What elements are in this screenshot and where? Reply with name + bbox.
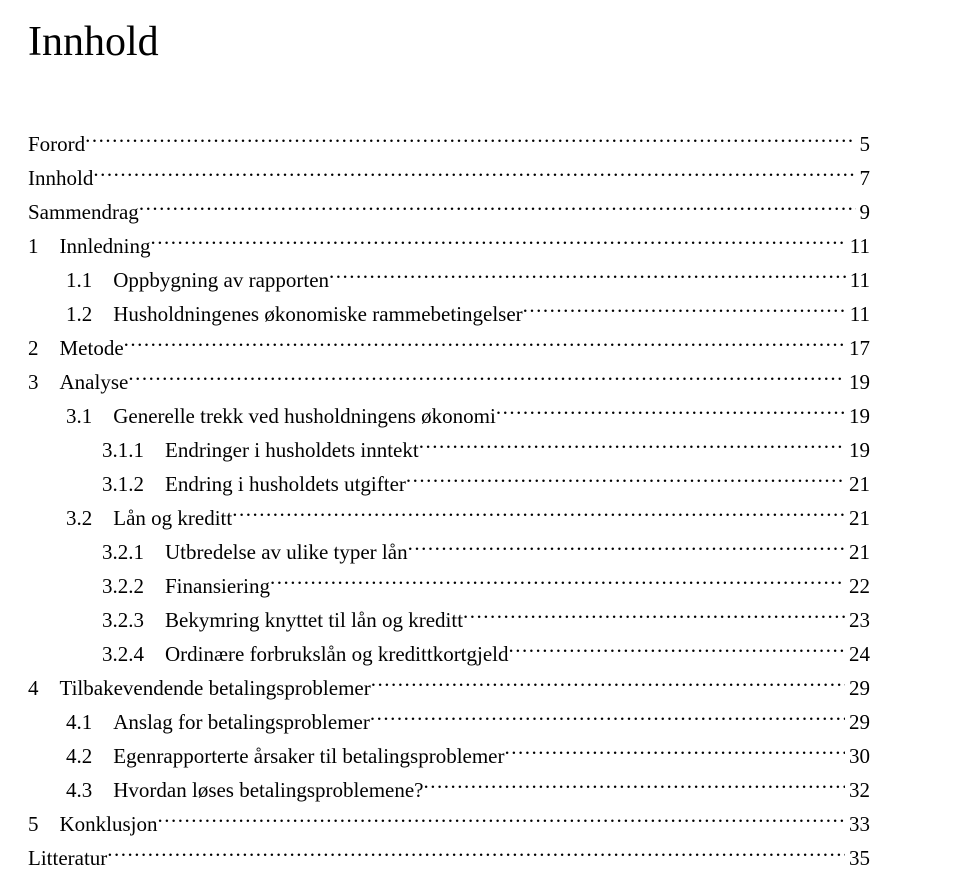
toc-entry: 3.2 Lån og kreditt 21: [28, 500, 870, 534]
toc-entry-page: 19: [845, 436, 870, 466]
page-container: Innhold Forord 5Innhold 7Sammendrag 91 I…: [0, 0, 960, 874]
toc-entry-label: 1 Innledning: [28, 232, 150, 262]
toc-entry-page: 11: [846, 300, 870, 330]
toc-entry-page: 19: [845, 368, 870, 398]
toc-leader-dots: [370, 704, 845, 729]
toc-entry-label: 5 Konklusjon: [28, 810, 158, 840]
toc-entry: 3.2.3 Bekymring knyttet til lån og kredi…: [28, 602, 870, 636]
toc-entry-page: 9: [856, 198, 871, 228]
toc-entry: 2 Metode 17: [28, 330, 870, 364]
toc-entry: 4.2 Egenrapporterte årsaker til betaling…: [28, 738, 870, 772]
toc-leader-dots: [496, 398, 845, 423]
toc-entry-page: 5: [856, 130, 871, 160]
toc-entry: 3.1.1 Endringer i husholdets inntekt 19: [28, 432, 870, 466]
toc-entry-page: 17: [845, 334, 870, 364]
toc-entry: 3.2.4 Ordinære forbrukslån og kredittkor…: [28, 636, 870, 670]
toc-entry: 1.2 Husholdningenes økonomiske rammebeti…: [28, 296, 870, 330]
toc-entry: 3.2.2 Finansiering 22: [28, 568, 870, 602]
toc-leader-dots: [270, 568, 845, 593]
toc-entry-label: 3.2.2 Finansiering: [102, 572, 270, 602]
toc-entry-label: 3.2.4 Ordinære forbrukslån og kredittkor…: [102, 640, 509, 670]
toc-entry-label: Innhold: [28, 164, 93, 194]
toc-leader-dots: [107, 840, 845, 865]
toc-entry-label: 4.2 Egenrapporterte årsaker til betaling…: [66, 742, 505, 772]
toc-entry-label: 3.2.3 Bekymring knyttet til lån og kredi…: [102, 606, 463, 636]
toc-entry-page: 32: [845, 776, 870, 806]
toc-entry-page: 29: [845, 708, 870, 738]
toc-entry-label: 2 Metode: [28, 334, 124, 364]
toc-entry-label: Forord: [28, 130, 85, 160]
toc-entry-label: 3.2.1 Utbredelse av ulike typer lån: [102, 538, 408, 568]
toc-leader-dots: [85, 126, 855, 151]
toc-entry-label: 1.2 Husholdningenes økonomiske rammebeti…: [66, 300, 523, 330]
toc-entry-page: 7: [856, 164, 871, 194]
toc-leader-dots: [150, 228, 845, 253]
toc-entry: 4.1 Anslag for betalingsproblemer 29: [28, 704, 870, 738]
toc-entry-label: 3.1 Generelle trekk ved husholdningens ø…: [66, 402, 496, 432]
toc-entry-page: 22: [845, 572, 870, 602]
toc-entry: Litteratur 35: [28, 840, 870, 874]
toc-entry: 4 Tilbakevendende betalingsproblemer 29: [28, 670, 870, 704]
toc-entry-page: 21: [845, 504, 870, 534]
table-of-contents: Forord 5Innhold 7Sammendrag 91 Innlednin…: [28, 126, 870, 874]
toc-entry: 3.2.1 Utbredelse av ulike typer lån 21: [28, 534, 870, 568]
toc-entry: 1 Innledning 11: [28, 228, 870, 262]
toc-entry-page: 30: [845, 742, 870, 772]
toc-entry-label: 4.1 Anslag for betalingsproblemer: [66, 708, 370, 738]
toc-entry-label: 4.3 Hvordan løses betalingsproblemene?: [66, 776, 424, 806]
toc-entry-page: 29: [845, 674, 870, 704]
toc-leader-dots: [158, 806, 845, 831]
toc-entry-label: Sammendrag: [28, 198, 139, 228]
toc-entry-page: 21: [845, 538, 870, 568]
toc-entry-label: Litteratur: [28, 844, 107, 874]
toc-entry: 3.1 Generelle trekk ved husholdningens ø…: [28, 398, 870, 432]
toc-leader-dots: [463, 602, 845, 627]
toc-leader-dots: [128, 364, 845, 389]
toc-leader-dots: [408, 534, 845, 559]
toc-entry-page: 11: [846, 232, 870, 262]
toc-entry: Innhold 7: [28, 160, 870, 194]
toc-entry: Sammendrag 9: [28, 194, 870, 228]
toc-entry-page: 21: [845, 470, 870, 500]
toc-leader-dots: [406, 466, 845, 491]
toc-entry-label: 4 Tilbakevendende betalingsproblemer: [28, 674, 371, 704]
toc-leader-dots: [424, 772, 846, 797]
toc-leader-dots: [139, 194, 856, 219]
page-title: Innhold: [28, 18, 870, 66]
toc-entry-page: 11: [846, 266, 870, 296]
toc-entry-page: 23: [845, 606, 870, 636]
toc-entry-page: 24: [845, 640, 870, 670]
toc-leader-dots: [523, 296, 846, 321]
toc-leader-dots: [124, 330, 845, 355]
toc-entry-page: 19: [845, 402, 870, 432]
toc-entry: 1.1 Oppbygning av rapporten 11: [28, 262, 870, 296]
toc-leader-dots: [509, 636, 845, 661]
toc-leader-dots: [232, 500, 845, 525]
toc-entry-label: 3.1.2 Endring i husholdets utgifter: [102, 470, 406, 500]
toc-entry-page: 33: [845, 810, 870, 840]
toc-entry-label: 3.1.1 Endringer i husholdets inntekt: [102, 436, 419, 466]
toc-entry: 5 Konklusjon 33: [28, 806, 870, 840]
toc-entry-label: 3.2 Lån og kreditt: [66, 504, 232, 534]
toc-leader-dots: [93, 160, 855, 185]
toc-leader-dots: [505, 738, 846, 763]
toc-entry-page: 35: [845, 844, 870, 874]
toc-entry: 4.3 Hvordan løses betalingsproblemene? 3…: [28, 772, 870, 806]
toc-leader-dots: [329, 262, 846, 287]
toc-leader-dots: [371, 670, 845, 695]
toc-entry: 3.1.2 Endring i husholdets utgifter 21: [28, 466, 870, 500]
toc-entry-label: 1.1 Oppbygning av rapporten: [66, 266, 329, 296]
toc-leader-dots: [419, 432, 845, 457]
toc-entry-label: 3 Analyse: [28, 368, 128, 398]
toc-entry: Forord 5: [28, 126, 870, 160]
toc-entry: 3 Analyse 19: [28, 364, 870, 398]
